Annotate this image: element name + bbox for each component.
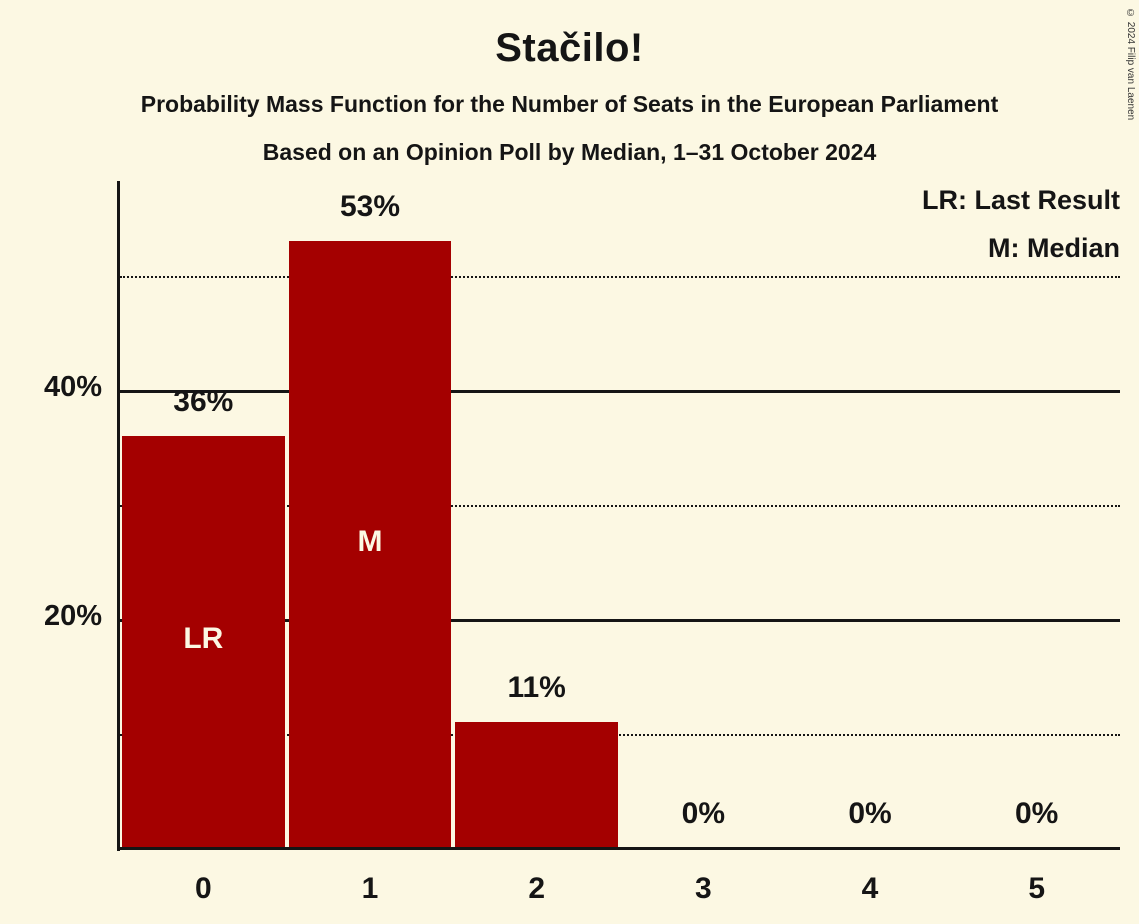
bar-1 (288, 241, 452, 848)
x-tick-label-2: 2 (528, 872, 545, 905)
chart-subtitle-poll-info: Based on an Opinion Poll by Median, 1–31… (262, 139, 877, 165)
value-label-0: 36% (173, 384, 234, 418)
y-axis-line (117, 181, 120, 851)
gridline-50pct (120, 275, 1120, 278)
y-tick-label-40: 40% (43, 371, 102, 403)
value-label-4: 0% (848, 797, 892, 830)
gridline-30pct (120, 504, 1120, 507)
chart-title: Stačilo! (495, 26, 644, 70)
value-label-5: 0% (1014, 797, 1059, 830)
gridline-20pct (120, 619, 1120, 622)
bar-2 (455, 722, 618, 848)
bar-inner-label-lr: LR (183, 621, 224, 655)
copyright-notice: © 2024 Filip van Laenen (1125, 8, 1136, 121)
chart-subtitle: Probability Mass Function for the Number… (140, 91, 999, 117)
y-tick-label-20: 20% (43, 600, 102, 632)
legend-median: M: Median (988, 233, 1120, 263)
bar-inner-label-m: M (357, 524, 383, 558)
x-tick-label-5: 5 (1028, 872, 1045, 905)
gridline-10pct (120, 733, 1120, 736)
x-tick-label-1: 1 (361, 872, 379, 905)
x-tick-label-0: 0 (194, 872, 212, 905)
x-axis-line (117, 847, 1120, 850)
value-label-2: 11% (507, 671, 566, 705)
x-tick-label-4: 4 (861, 872, 879, 905)
x-tick-label-3: 3 (694, 872, 712, 905)
legend-last-result: LR: Last Result (921, 185, 1120, 215)
value-label-3: 0% (681, 797, 725, 830)
bar-0 (122, 435, 285, 848)
gridline-40pct (120, 390, 1120, 393)
value-label-1: 53% (339, 190, 401, 224)
